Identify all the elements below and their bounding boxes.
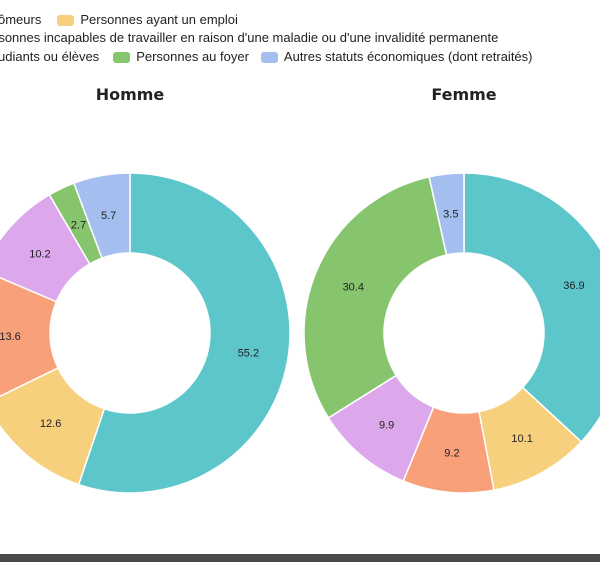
donut-homme: 55.2 12.6 13.6 10.2 2.7 5.7 <box>0 172 291 494</box>
slice-femme-autres[interactable] <box>428 172 465 256</box>
slice-label-femme-emploi: 10.1 <box>511 433 532 445</box>
slice-label-homme-foyer: 2.7 <box>71 220 86 232</box>
legend-label-emploi: Personnes ayant un emploi <box>80 12 238 27</box>
legend-swatch-foyer <box>113 51 131 63</box>
legend-label-incapables: rsonnes incapables de travailler en rais… <box>0 30 499 45</box>
slice-homme-autres[interactable] <box>72 172 131 260</box>
slice-label-homme-teal: 55.2 <box>238 348 259 360</box>
legend-item-etudiants[interactable]: udiants ou élèves <box>0 49 99 65</box>
legend-item-emploi[interactable]: Personnes ayant un emploi <box>57 12 238 28</box>
slice-label-femme-foyer: 30.4 <box>343 282 364 294</box>
slice-label-homme-incapables: 13.6 <box>0 331 21 343</box>
slice-femme-foyer[interactable] <box>303 175 448 419</box>
legend-label-foyer: Personnes au foyer <box>136 49 249 64</box>
slice-label-femme-autres: 3.5 <box>443 209 458 221</box>
slice-homme-teal[interactable] <box>77 172 291 494</box>
legend-label-autres: Autres statuts économiques (dont retrait… <box>283 49 533 64</box>
slice-label-homme-emploi: 12.6 <box>40 418 61 430</box>
slice-homme-emploi[interactable] <box>0 366 106 486</box>
legend-item-foyer[interactable]: Personnes au foyer <box>113 49 249 65</box>
legend-item-autres[interactable]: Autres statuts économiques (dont retrait… <box>260 49 533 65</box>
legend-row-3: udiants ou élèves Personnes au foyer Aut… <box>0 49 542 65</box>
chart-title-femme: Femme <box>431 85 497 104</box>
legend-swatch-autres <box>260 51 278 63</box>
legend-label-chomeurs: ômeurs <box>0 12 42 27</box>
chart-title-homme: Homme <box>95 85 165 104</box>
taskbar-strip <box>0 554 600 562</box>
legend-row-1: ômeurs Personnes ayant un emploi <box>0 12 248 28</box>
legend-row-2: rsonnes incapables de travailler en rais… <box>0 30 508 46</box>
slice-label-homme-etudiants: 10.2 <box>29 249 50 261</box>
slice-label-femme-teal: 36.9 <box>563 280 584 292</box>
slice-label-homme-autres: 5.7 <box>101 210 116 222</box>
slice-femme-teal[interactable] <box>463 172 600 443</box>
slice-label-femme-incapables: 9.2 <box>444 447 459 459</box>
donut-femme: 36.9 10.1 9.2 9.9 30.4 3.5 <box>303 172 600 494</box>
slice-label-femme-etudiants: 9.9 <box>379 420 394 432</box>
legend-item-incapables[interactable]: rsonnes incapables de travailler en rais… <box>0 30 498 46</box>
slice-homme-incapables[interactable] <box>0 270 60 403</box>
legend-label-etudiants: udiants ou élèves <box>0 49 100 64</box>
legend-item-chomeurs[interactable]: ômeurs <box>0 12 41 28</box>
legend-swatch-emploi <box>57 14 75 26</box>
chart-legend: ômeurs Personnes ayant un emploi rsonnes… <box>0 0 600 70</box>
